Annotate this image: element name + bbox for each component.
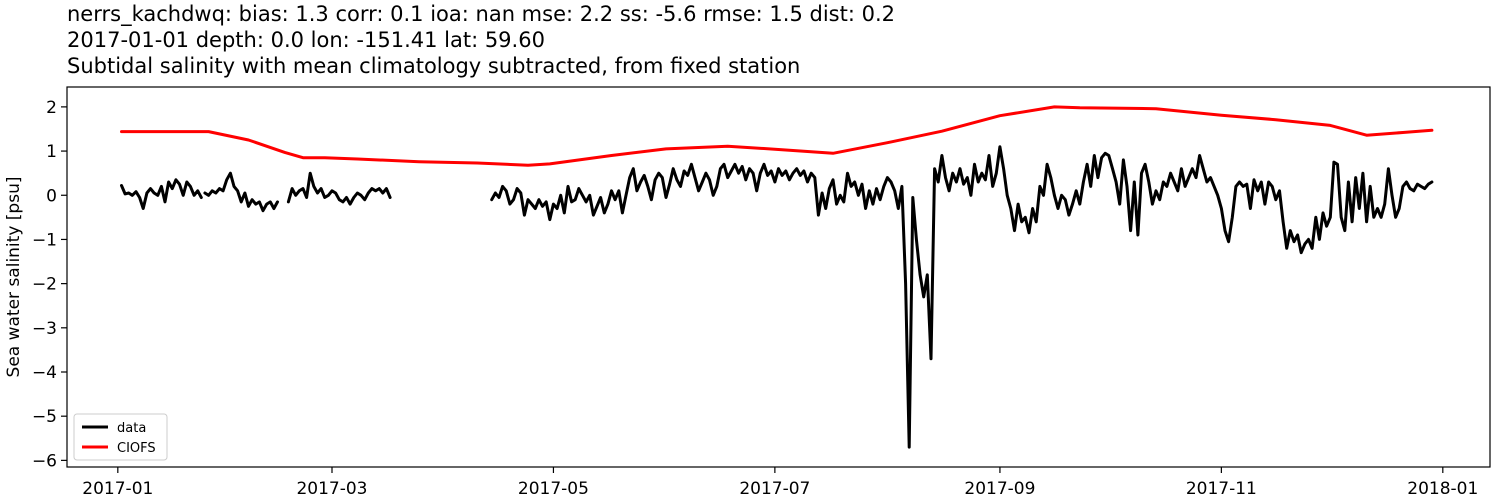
- series-layer: [120, 105, 1434, 449]
- x-tick-label: 2017-07: [739, 479, 810, 499]
- series-line-data-segment-4: [490, 145, 1434, 449]
- x-tick-label: 2017-11: [1186, 479, 1257, 499]
- y-axis-label: Sea water salinity [psu]: [4, 177, 24, 378]
- chart-title-station: 2017-01-01 depth: 0.0 lon: -151.41 lat: …: [67, 28, 545, 52]
- x-tick-label: 2017-01: [82, 479, 153, 499]
- legend: data CIOFS: [73, 413, 168, 461]
- x-tick-label: 2017-09: [964, 479, 1035, 499]
- legend-label-data: data: [117, 421, 146, 436]
- y-tick-label: −5: [32, 407, 57, 427]
- series-line-data-segment-3: [286, 171, 392, 206]
- y-tick-label: 0: [46, 186, 57, 206]
- axis-layer: 2017-01 2017-03 2017-05 2017-07 2017-09 2017-…: [32, 86, 1491, 499]
- x-tick-label: 2017-05: [518, 479, 589, 499]
- y-tick-label: 2: [46, 98, 57, 118]
- y-tick-label: −3: [32, 319, 57, 339]
- legend-label-ciofs: CIOFS: [117, 441, 156, 456]
- chart-title-block: nerrs_kachdwq: bias: 1.3 corr: 0.1 ioa: …: [67, 1, 895, 79]
- y-tick-label: −1: [32, 230, 57, 250]
- series-line-ciofs-segment-1: [120, 105, 1434, 167]
- series-line-data-segment-1: [120, 178, 203, 210]
- x-tick-label: 2017-03: [296, 479, 367, 499]
- plot-frame: [66, 86, 1491, 468]
- chart-title-description: Subtidal salinity with mean climatology …: [67, 54, 801, 78]
- y-tick-label: 1: [46, 142, 57, 162]
- chart-title-stats: nerrs_kachdwq: bias: 1.3 corr: 0.1 ioa: …: [67, 2, 895, 26]
- y-tick-label: −2: [32, 275, 57, 295]
- y-tick-label: −6: [32, 451, 57, 471]
- x-tick-label: 2018-01: [1407, 479, 1478, 499]
- series-line-data-segment-2: [203, 171, 279, 213]
- y-tick-label: −4: [32, 363, 57, 383]
